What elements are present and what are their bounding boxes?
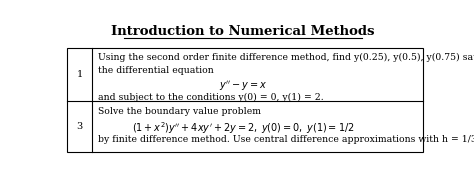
Bar (66, 48, 423, 152)
Text: and subject to the conditions y(0) = 0, y(1) = 2.: and subject to the conditions y(0) = 0, … (98, 93, 324, 102)
Text: Solve the boundary value problem: Solve the boundary value problem (98, 107, 261, 116)
Text: $y'' - y = x$: $y'' - y = x$ (219, 80, 267, 93)
Text: Introduction to Numerical Methods: Introduction to Numerical Methods (111, 25, 374, 38)
Text: by finite difference method. Use central difference approximations with h = 1/3.: by finite difference method. Use central… (98, 135, 474, 144)
Text: 1: 1 (76, 70, 82, 79)
Text: 3: 3 (76, 122, 82, 131)
Text: $\left(1+x^2\right)y'' + 4xy' + 2y = 2,\; y(0) = 0,\; y(1) = 1/2$: $\left(1+x^2\right)y'' + 4xy' + 2y = 2,\… (132, 121, 354, 136)
Text: the differential equation: the differential equation (98, 66, 214, 75)
Text: Using the second order finite difference method, find y(0.25), y(0.5), y(0.75) s: Using the second order finite difference… (98, 53, 474, 62)
